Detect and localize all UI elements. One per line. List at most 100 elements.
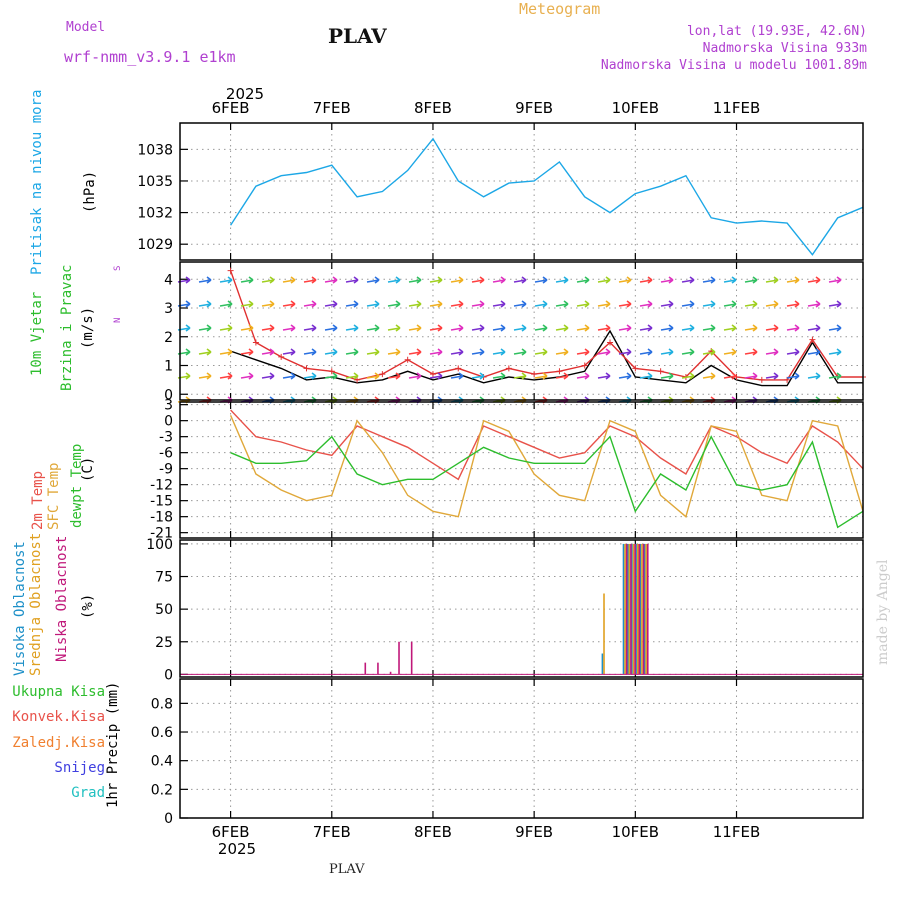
wind-barb [282,324,296,332]
wind-barb [765,276,779,284]
wind-barb [513,372,527,380]
cloud-bar [364,662,367,675]
bottom-date-label: 7FEB [313,823,351,841]
wind-barb [429,372,443,380]
temp-ytick-label: -18 [150,510,173,526]
wind-barb [723,372,737,380]
wind-barb [744,276,758,284]
temp-ytick-label: -21 [150,526,173,542]
cloud-bar [641,543,643,675]
pressure-panel: 1029 1032 1035 1038 [137,122,864,261]
gust-marker [758,376,765,383]
wind-barb [534,276,548,284]
gust-marker [227,267,234,274]
cloud-ytick-label: 50 [155,602,173,618]
bottom-date-label: 10FEB [612,823,659,841]
wind-barb [429,348,443,356]
wind-barb [744,324,758,332]
legend-hail: Grad [71,785,105,801]
precip-ytick-label: 0.2 [151,782,173,798]
wind-barb [240,276,254,284]
temp-ytick-label: 0 [164,414,173,430]
top-date-label: 11FEB [713,99,760,117]
cloud-bar [622,543,625,675]
wind-barb [597,324,611,332]
wind-barb [198,372,212,380]
gust-marker [607,339,614,346]
cloud-bar [631,543,633,675]
pressure-ytick-label: 1029 [137,237,173,253]
precip-ytick-label: 0.8 [151,696,173,712]
wind-barb [639,324,653,332]
wind-barb [576,276,590,284]
model-elevation-label: Nadmorska Visina u modelu 1001.89m [600,58,867,73]
wind-barb [303,348,317,356]
gust-marker [303,365,310,372]
wind-barb [534,372,548,380]
wind-barb [597,348,611,356]
cloud-bar [635,543,637,675]
wind-barb [828,324,842,332]
wind-barb [492,348,506,356]
wind-barb [639,276,653,284]
bottom-date-label: 6FEB [212,823,250,841]
compass-s: S [113,266,123,271]
legend-freezing-rain: Zaledj.Kisa [12,735,105,751]
wind-barb [345,324,359,332]
bottom-date-labels: 6FEB 7FEB 8FEB 9FEB 10FEB 11FEB [212,823,761,841]
wind-barb [786,348,800,356]
pressure-ytick-label: 1035 [137,174,173,190]
legend-convective-rain: Konvek.Kisa [12,709,105,725]
wind-barb [681,348,695,356]
bottom-date-label: 8FEB [414,823,452,841]
wind-barb [723,348,737,356]
cloud-bar [632,543,635,675]
product-title: Meteogram [519,0,601,18]
wind-barb [576,372,590,380]
cloud-bar [601,653,604,675]
wind-barb [450,300,464,308]
wind-barb [807,348,821,356]
wind-barb [744,348,758,356]
wind-barb [240,348,254,356]
gust-marker [328,368,335,375]
wind-barb [618,300,632,308]
wind-barb [618,372,632,380]
temp-ytick-label: -9 [159,462,173,478]
precip-ytick-label: 0.4 [151,754,173,770]
cloud-bar [410,641,413,675]
wind-barb [408,348,422,356]
wind-barb [408,324,422,332]
wind-barb [303,372,317,380]
wind-barb [198,348,212,356]
top-date-label: 8FEB [414,99,452,117]
precip-ytick-label: 0 [164,811,173,827]
wind-barb [324,348,338,356]
temp-ytick-label: -6 [159,446,173,462]
wind-barb [324,300,338,308]
bottom-date-label: 9FEB [515,823,553,841]
wind-barb [786,372,800,380]
elevation-label: Nadmorska Visina 933m [702,41,867,56]
wind-ytick-label: 4 [164,272,173,288]
wind-barb [660,300,674,308]
wind-barb [345,300,359,308]
gust-marker [404,356,411,363]
wind-barb [723,276,737,284]
wind-barb [282,372,296,380]
wind-barb [282,300,296,308]
wind-barb [807,276,821,284]
wind-barb [660,348,674,356]
temp-series-0 [230,409,864,481]
wind-barb [492,276,506,284]
bottom-year-label: 2025 [218,840,256,858]
bottom-date-label: 11FEB [713,823,760,841]
wind-barb [282,348,296,356]
temp-ytick-label: -12 [150,478,173,494]
top-date-label: 9FEB [515,99,553,117]
wind-barb [471,372,485,380]
cloud-bar [639,543,642,675]
wind-barb [387,348,401,356]
wind-barb [219,372,233,380]
wind-barb [492,300,506,308]
